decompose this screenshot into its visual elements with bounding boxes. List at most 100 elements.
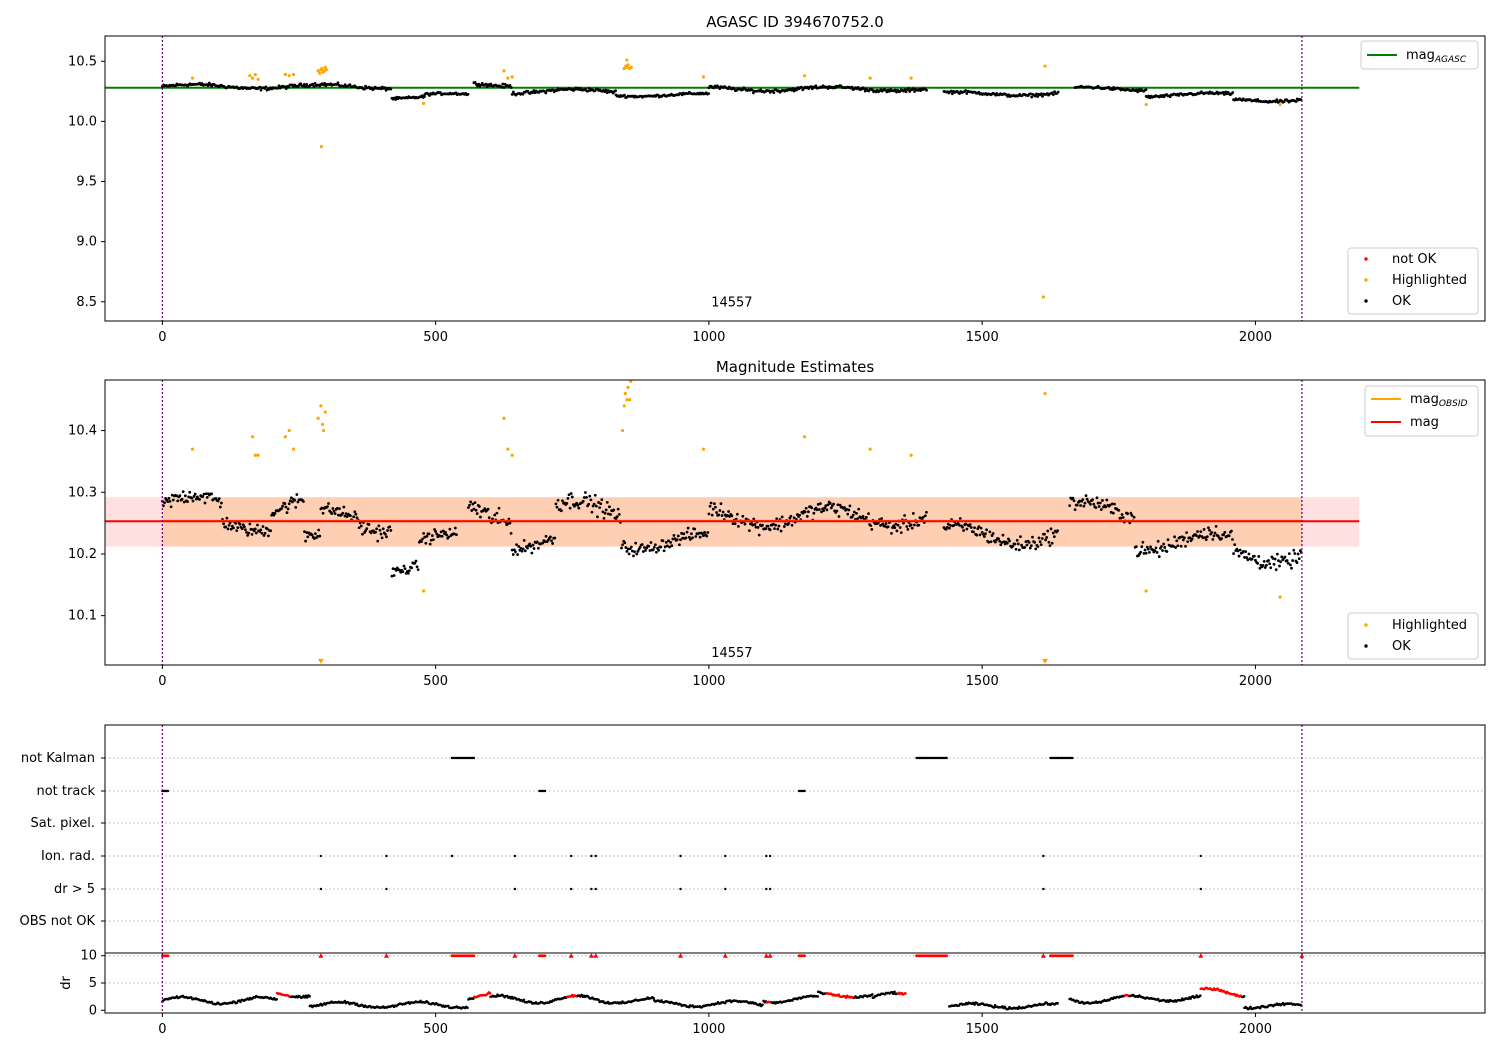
ok-point	[468, 503, 471, 507]
mag-estimates-panel: Magnitude Estimates 14557 0 500 1000 1500 20…	[68, 358, 1486, 689]
dr-ok-point	[446, 1004, 450, 1008]
ok-point	[444, 530, 447, 534]
ok-point	[893, 526, 897, 530]
ok-point	[1126, 512, 1129, 516]
ok-point	[378, 528, 382, 532]
ok-point	[710, 513, 714, 517]
ok-point	[511, 553, 515, 556]
ok-point	[321, 511, 325, 515]
ok-point	[720, 514, 724, 517]
highlighted-point	[287, 74, 291, 78]
ok-point	[537, 546, 540, 550]
dr-ok-point	[1198, 994, 1202, 998]
highlighted-point	[316, 416, 320, 420]
ok-point	[259, 528, 263, 532]
ok-point	[248, 522, 252, 526]
ok-point	[588, 494, 592, 498]
dr-clipped-marker	[568, 953, 574, 958]
ok-point	[1296, 552, 1300, 556]
ok-point	[903, 514, 906, 517]
y-tick-label: 0	[89, 1003, 97, 1018]
ok-point	[1001, 533, 1005, 537]
ok-point	[509, 86, 513, 89]
ok-point	[973, 526, 976, 530]
ok-point	[1144, 551, 1148, 555]
ok-point	[965, 527, 969, 531]
ok-point	[222, 522, 225, 526]
ok-point	[277, 84, 281, 88]
ok-point	[791, 87, 795, 91]
ok-point	[561, 499, 564, 503]
ok-point	[565, 501, 569, 505]
highlighted-point	[502, 69, 506, 73]
ok-point	[529, 544, 533, 548]
dr-ok-point	[1242, 994, 1246, 998]
ok-point	[424, 541, 428, 545]
ok-point	[576, 503, 580, 507]
ok-point	[385, 535, 388, 539]
ok-point	[612, 508, 616, 512]
ok-point	[925, 88, 928, 92]
ok-point	[817, 508, 821, 511]
ok-point	[1119, 516, 1123, 520]
ok-point	[374, 530, 377, 534]
ok-point	[803, 510, 807, 514]
agasc-x-ticks: 0 500 1000 1500 2000	[158, 321, 1272, 345]
ok-point	[1095, 496, 1099, 500]
ok-point	[1023, 545, 1027, 549]
ok-point	[1011, 544, 1015, 548]
highlighted-point	[1278, 595, 1282, 599]
ok-point	[1238, 548, 1242, 552]
ok-point	[523, 549, 527, 553]
ok-point	[679, 538, 682, 542]
ok-point	[735, 512, 739, 516]
ok-point	[479, 515, 482, 519]
highlighted-point	[422, 589, 426, 593]
ok-point	[1163, 546, 1167, 549]
ok-point	[850, 85, 854, 89]
ok-point	[232, 526, 235, 530]
ok-point	[832, 502, 835, 506]
ok-point	[284, 87, 288, 90]
ok-point	[423, 535, 427, 539]
ok-point	[289, 496, 293, 500]
ok-point	[302, 82, 306, 86]
ok-point	[383, 86, 387, 90]
ok-point	[806, 510, 810, 514]
flag-point	[594, 887, 597, 891]
ok-point	[452, 532, 456, 536]
ok-point	[254, 531, 258, 535]
ok-point	[364, 529, 368, 533]
ok-point	[779, 529, 783, 533]
y-tick-label: 5	[89, 976, 97, 991]
highlighted-point	[1278, 102, 1282, 107]
highlighted-point	[802, 435, 807, 439]
highlighted-point	[701, 75, 706, 79]
ok-point	[441, 529, 445, 533]
highlighted-point	[622, 66, 626, 71]
flag-point	[385, 887, 388, 891]
ok-point	[1098, 501, 1102, 505]
ok-point	[1091, 498, 1094, 502]
ok-point	[1162, 542, 1166, 546]
ok-point	[589, 498, 593, 502]
ok-point	[495, 511, 499, 515]
ok-point	[273, 512, 277, 515]
ok-point	[312, 537, 316, 540]
ok-point	[905, 525, 909, 528]
ok-point	[653, 543, 657, 547]
ok-point	[509, 531, 513, 535]
ok-point	[836, 503, 840, 507]
ok-point	[1014, 547, 1018, 551]
highlighted-point	[250, 435, 255, 439]
ok-point	[1246, 558, 1250, 562]
ok-point	[493, 513, 497, 517]
ok-point	[969, 526, 973, 529]
ok-point	[280, 507, 283, 511]
flag-point	[513, 887, 517, 891]
ok-point	[664, 540, 668, 544]
ok-point	[826, 87, 830, 90]
ok-point	[777, 524, 781, 528]
x-tick-label: 500	[423, 1022, 448, 1037]
ok-point	[1222, 93, 1226, 96]
